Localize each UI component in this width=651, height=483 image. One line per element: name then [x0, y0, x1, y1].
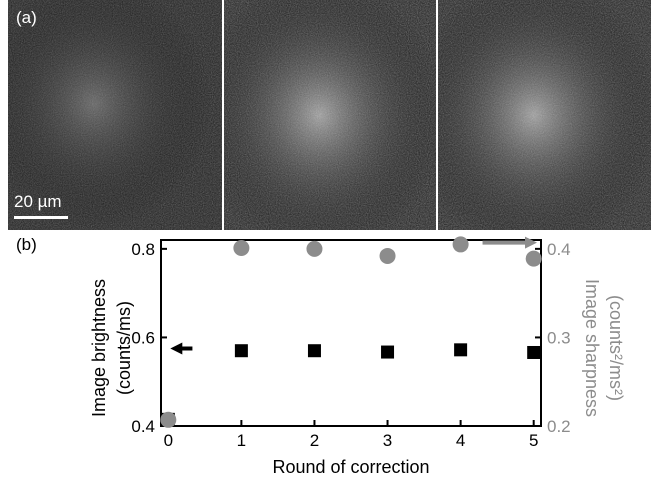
y-left-tick-label-1: 0.6 — [131, 328, 155, 347]
x-tick-label-2: 2 — [310, 431, 319, 450]
sharpness-point-2 — [306, 240, 323, 257]
micrograph-round-5 — [438, 0, 651, 230]
scale-bar-label: 20 µm — [14, 192, 62, 211]
x-tick-label-0: 0 — [164, 431, 173, 450]
sharpness-point-0 — [160, 411, 177, 428]
y-left-tick-label-2: 0.8 — [131, 240, 155, 259]
x-tick-label-3: 3 — [383, 431, 392, 450]
x-axis-label: Round of correction — [272, 457, 429, 477]
x-tick-label-1: 1 — [237, 431, 246, 450]
micrograph-round-0 — [8, 0, 222, 230]
y-axis-left-label-line-1: Image brightness — [89, 279, 109, 417]
scale-bar — [14, 216, 68, 219]
sharpness-point-1 — [233, 239, 250, 256]
chart-panel-b: Image brightness (counts/ms) Image sharp… — [89, 236, 626, 477]
brightness-point-5 — [527, 345, 541, 359]
y-axis-left-label-line-2: (counts/ms) — [114, 301, 134, 395]
sharpness-point-4 — [452, 236, 469, 253]
y-right-tick-label-2: 0.4 — [547, 240, 571, 259]
y-right-tick-label-1: 0.3 — [547, 328, 571, 347]
brightness-point-1 — [234, 344, 248, 358]
arrow-left-head — [170, 342, 183, 355]
panel-a-label: (a) — [16, 8, 37, 27]
y-axis-right-label-line-2: (counts²/ms²) — [606, 295, 626, 401]
brightness-point-3 — [381, 345, 395, 359]
plot-frame — [160, 239, 542, 427]
micrograph-round-1 — [224, 0, 436, 230]
x-tick-label-5: 5 — [529, 431, 538, 450]
panel-b-label: (b) — [16, 235, 37, 254]
y-axis-right-label-line-1: Image sharpness — [582, 279, 602, 417]
arrow-right-head — [525, 236, 537, 249]
y-right-tick-label-0: 0.2 — [547, 417, 571, 436]
sharpness-point-5 — [525, 250, 542, 267]
brightness-point-2 — [307, 344, 321, 358]
x-tick-label-4: 4 — [456, 431, 465, 450]
brightness-point-4 — [454, 343, 468, 357]
sharpness-point-3 — [379, 247, 396, 264]
y-left-tick-label-0: 0.4 — [131, 417, 155, 436]
